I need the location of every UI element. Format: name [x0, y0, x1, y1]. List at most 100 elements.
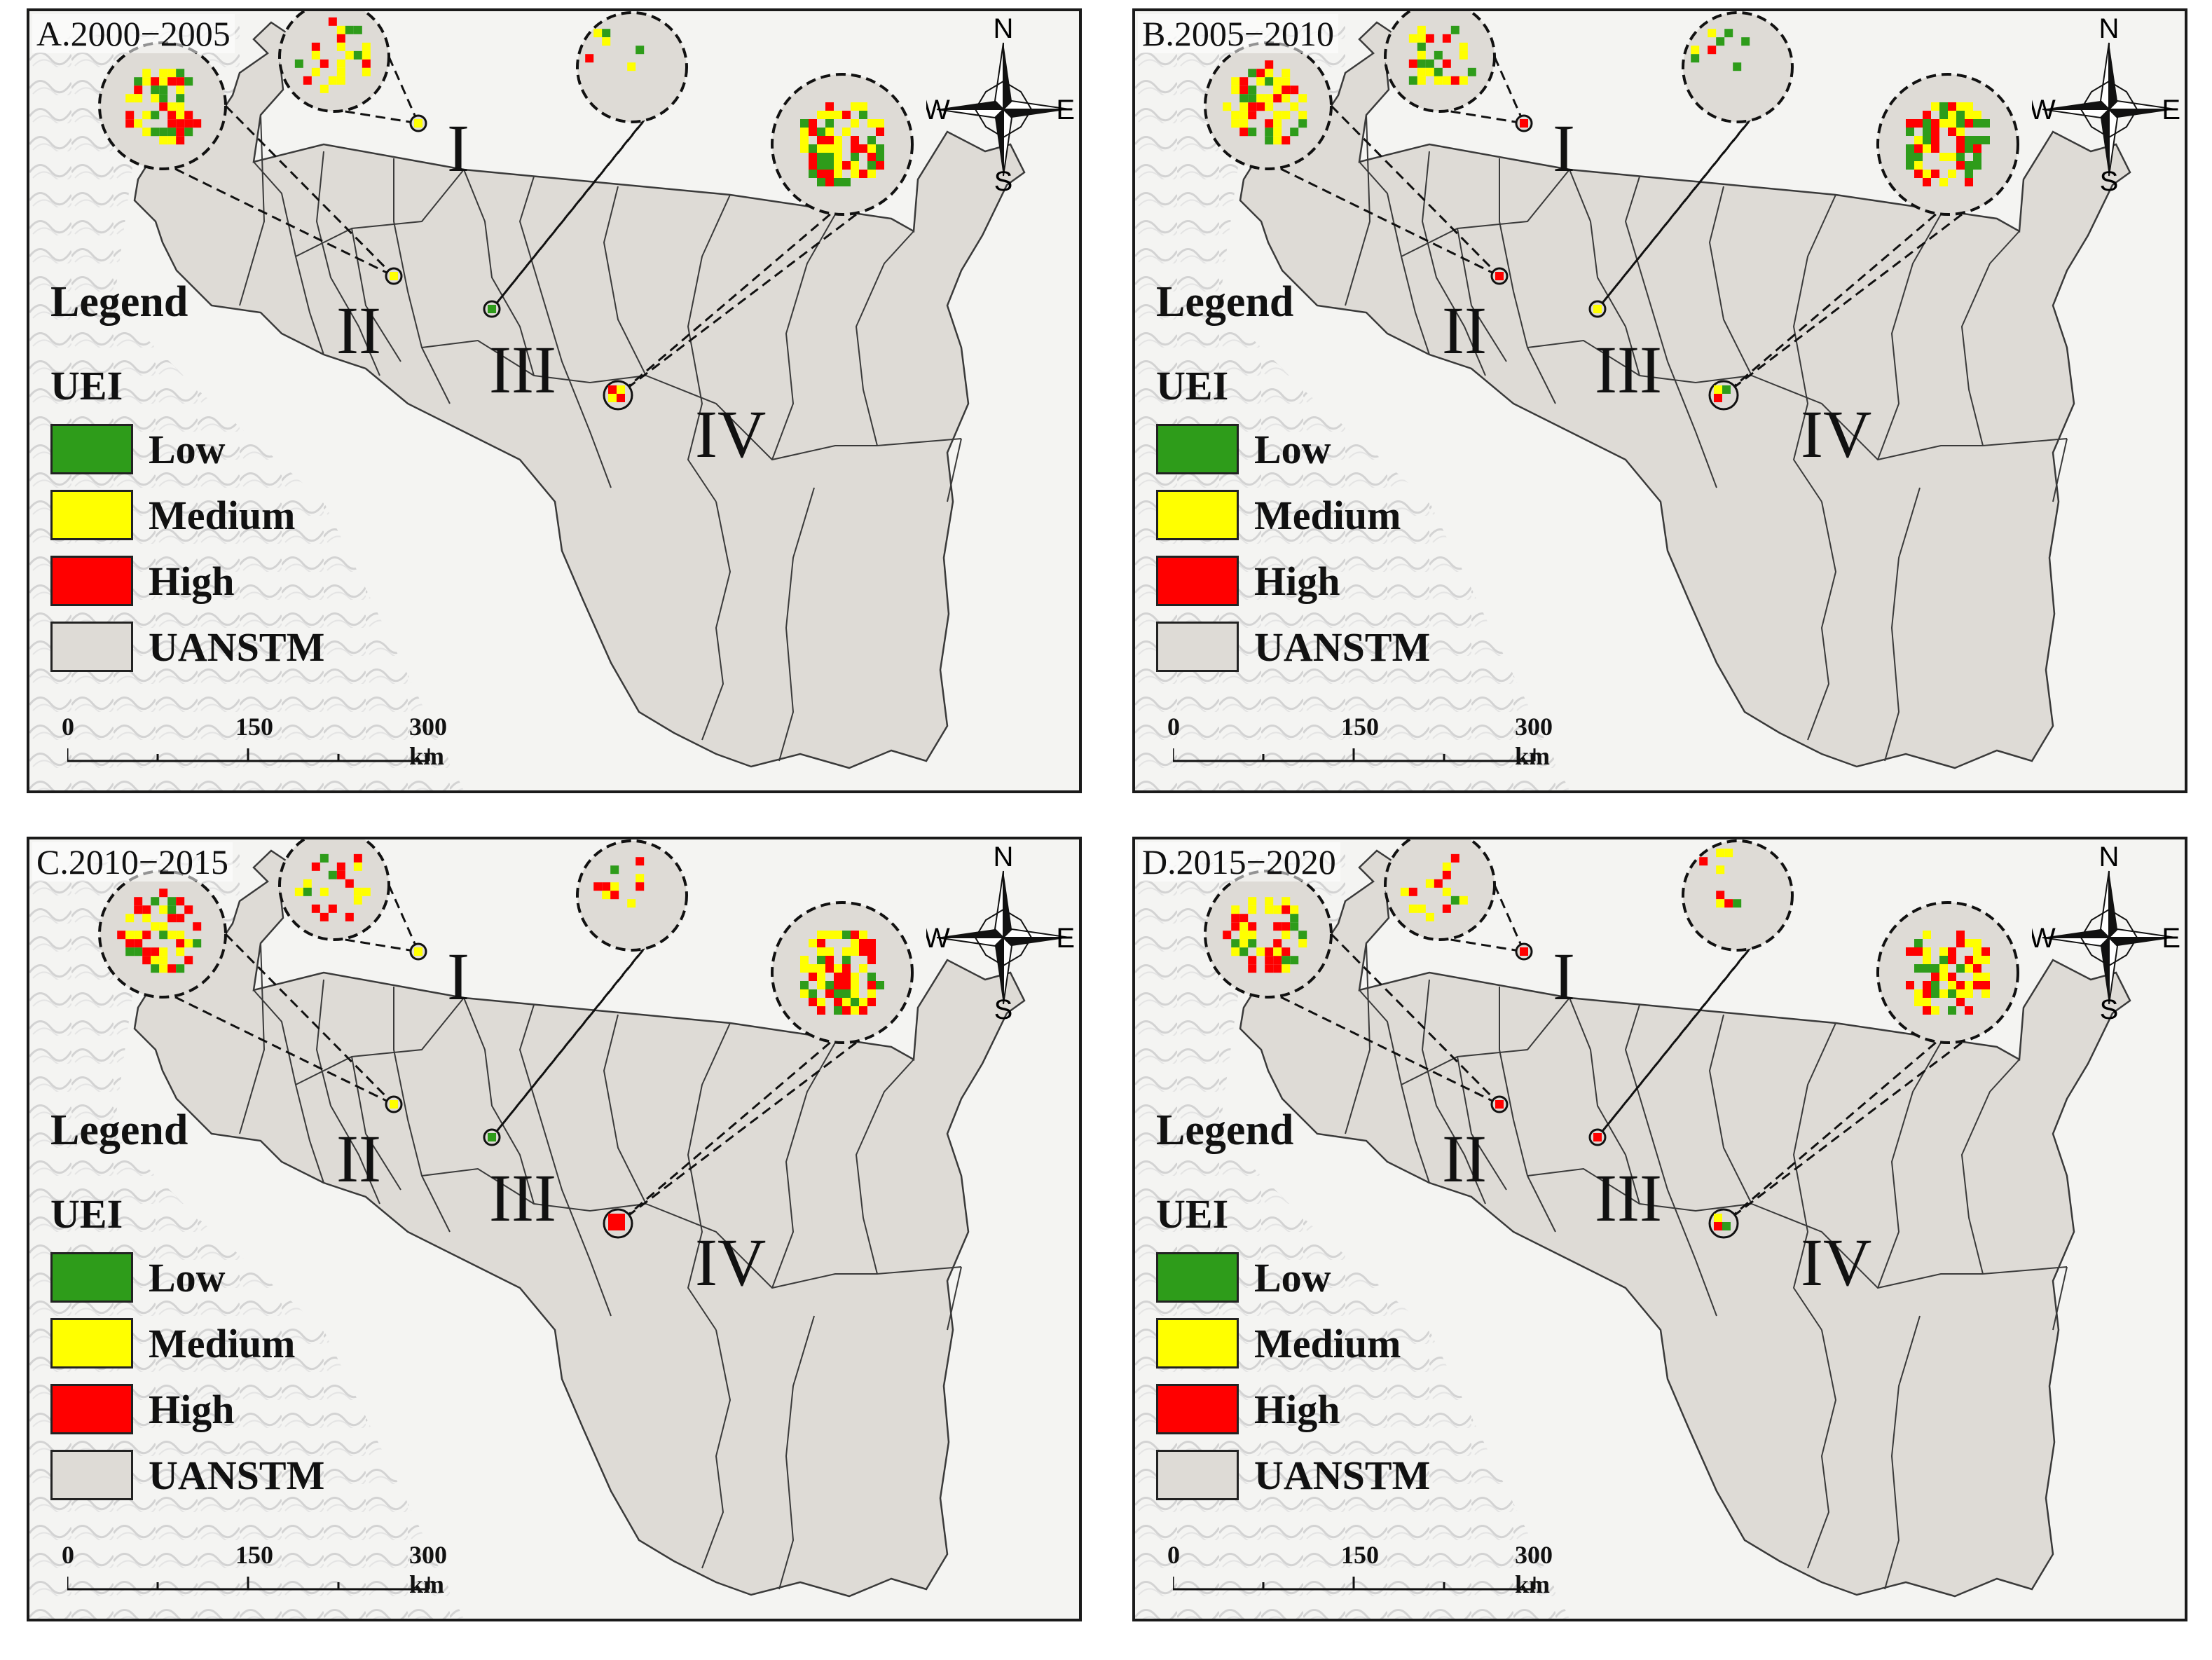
map-canvas: [1135, 839, 2185, 1619]
svg-text:E: E: [1056, 923, 1075, 954]
uei-cell: [1520, 947, 1528, 956]
uei-cell: [345, 50, 354, 60]
uei-cell: [1239, 128, 1249, 137]
scale-label-300: 300 km: [1515, 1541, 1553, 1598]
uei-cell: [159, 136, 168, 145]
uei-cell: [1265, 60, 1274, 69]
zoom-inset-cells: [1714, 931, 1990, 1230]
legend-item-high: High: [1156, 1376, 1430, 1442]
legend-swatch: [50, 1384, 133, 1434]
uei-cell: [1273, 947, 1282, 956]
uei-cell: [825, 161, 834, 170]
uei-cell: [353, 887, 362, 896]
uei-cell: [851, 998, 859, 1006]
leader-line: [174, 933, 395, 1106]
svg-text:E: E: [2162, 95, 2180, 125]
svg-text:N: N: [994, 846, 1014, 872]
leader-line: [1280, 104, 1501, 277]
uei-cell: [1981, 973, 1990, 981]
svg-text:N: N: [994, 18, 1014, 44]
uei-cell: [825, 931, 834, 939]
uei-cell: [825, 128, 834, 136]
uei-cell: [176, 111, 185, 120]
uei-cell: [851, 136, 859, 144]
legend-title: Legend: [1156, 278, 1294, 326]
legend-swatch: [50, 424, 133, 474]
uei-cell: [1914, 144, 1923, 153]
uei-cell: [842, 956, 851, 964]
uei-cell: [1931, 964, 1939, 973]
uei-cell: [834, 973, 842, 981]
uei-cell: [1248, 102, 1257, 111]
uei-cell: [336, 67, 345, 76]
map-panel-d: D.2015−2020 I II III IV Legend UEI Low Me…: [1132, 837, 2187, 1621]
uei-cell: [1981, 136, 1990, 144]
uei-cell: [117, 931, 126, 940]
uei-cell: [1914, 939, 1923, 947]
svg-text:N: N: [2099, 846, 2120, 872]
uei-cell: [303, 76, 312, 85]
uei-cell: [1239, 77, 1249, 86]
uei-cell: [1724, 29, 1733, 38]
legend-item-uanstm: UANSTM: [1156, 1442, 1430, 1508]
scale-label-150: 150: [1341, 713, 1379, 741]
uei-cell: [610, 865, 619, 874]
uei-cell: [362, 887, 371, 896]
uei-cell: [1239, 119, 1249, 128]
uei-cell: [134, 939, 143, 948]
uei-cell: [125, 931, 135, 940]
uei-cell: [842, 973, 851, 981]
uei-cell: [1442, 887, 1451, 896]
uei-cell: [1290, 956, 1299, 965]
uei-cell: [1273, 939, 1282, 948]
scale-bar: 0 150 300 km: [62, 712, 460, 770]
uei-cell: [1239, 94, 1249, 103]
legend-swatch: [50, 1252, 133, 1303]
panel-title: A.2000−2005: [32, 14, 235, 53]
uei-cell: [817, 136, 825, 144]
uei-cell: [134, 897, 143, 906]
region-label-2: II: [336, 1121, 381, 1196]
terrain-relief: [29, 25, 464, 790]
uei-cell: [809, 973, 817, 981]
uei-cell: [825, 136, 834, 144]
legend-title: Legend: [50, 278, 188, 326]
uei-cell: [1408, 34, 1417, 43]
uei-cell: [151, 77, 160, 86]
legend-swatch: [50, 556, 133, 606]
svg-text:E: E: [2162, 923, 2180, 954]
uei-cell: [362, 67, 371, 76]
uei-cell: [825, 102, 834, 111]
uei-cell: [825, 111, 834, 119]
uei-cell: [159, 905, 168, 914]
uei-cell: [1939, 111, 1948, 119]
zoom-inset-cells: [608, 931, 884, 1230]
uei-cell: [1442, 34, 1451, 43]
uei-cell: [1298, 94, 1307, 103]
uei-cell: [817, 964, 825, 973]
uei-cell: [876, 161, 884, 170]
study-area: [133, 849, 1026, 1598]
legend-item-uanstm: UANSTM: [50, 614, 324, 680]
uei-cell: [851, 170, 859, 178]
uei-cell: [1434, 76, 1443, 85]
uei-cell: [1939, 153, 1948, 161]
uei-cell: [851, 939, 859, 947]
uei-cell: [1931, 119, 1939, 128]
uei-cell: [345, 879, 354, 888]
uei-cell: [1223, 102, 1232, 111]
uei-cell: [1231, 905, 1240, 914]
uei-cell: [851, 931, 859, 939]
uei-cell: [1939, 973, 1948, 981]
uei-cell: [825, 153, 834, 161]
region-label-3: III: [1595, 1160, 1662, 1235]
uei-cell: [184, 128, 193, 137]
county-boundaries: [239, 942, 962, 1590]
uei-cell: [1282, 931, 1291, 940]
uei-cell: [1914, 947, 1923, 956]
study-area: [133, 21, 1026, 769]
uei-cell: [1716, 849, 1725, 858]
uei-cell: [353, 50, 362, 60]
zoom-insets: [1204, 839, 2019, 1239]
uei-cell: [1459, 896, 1468, 905]
